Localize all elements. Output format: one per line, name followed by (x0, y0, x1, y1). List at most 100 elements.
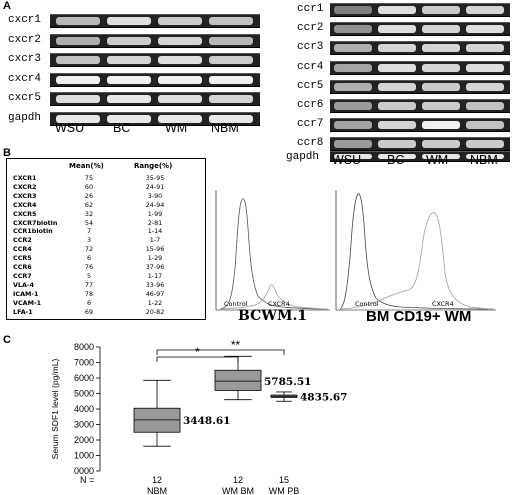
table-row-mean: 72 (84, 245, 94, 254)
gel-band (334, 25, 372, 34)
gel-band (466, 153, 504, 159)
table-row-mean: 77 (84, 280, 94, 289)
flow-left-title: BCWM.1 (238, 308, 308, 324)
gel-row-label: ccr1 (297, 3, 324, 15)
table-row-range: 2-81 (147, 218, 163, 227)
y-tick-label: 0000 (74, 466, 94, 476)
n-value: 12 (233, 475, 243, 485)
category-label: WM BM (222, 486, 254, 495)
table-row-marker: CXCR7biotin (13, 218, 58, 227)
table-row-range: 1-17 (147, 271, 163, 280)
gel-band (107, 75, 151, 84)
table-header-mean: Mean(%) (69, 162, 104, 170)
gel-band (378, 102, 416, 110)
gel-band (466, 25, 504, 34)
gel-band (158, 36, 202, 45)
table-row-mean: 78 (84, 289, 94, 298)
table-row-range: 15-96 (145, 245, 165, 254)
gel-strip (330, 3, 510, 17)
gel-band (378, 153, 416, 159)
gel-row-label: cxcr2 (8, 33, 42, 46)
table-row-mean: 5 (86, 271, 92, 280)
flow-left-cxcr4-label: CXCR4 (268, 300, 290, 308)
gel-strip (50, 111, 260, 126)
table-row-marker: CCR7 (13, 271, 32, 280)
gel-band (334, 102, 372, 110)
flow-cytometry-plots (215, 190, 496, 311)
gel-band (334, 121, 372, 130)
gel-strip (50, 33, 260, 48)
gel-band (209, 17, 253, 25)
table-row-marker: CCR1biotin (13, 227, 53, 236)
category-label: WM PB (269, 486, 300, 495)
gel-band (378, 6, 416, 14)
gel-row-label: gapdh (8, 111, 42, 124)
box-mean-label: 4835.67 (300, 391, 348, 403)
gel-strip (330, 79, 510, 94)
lane-label-nbm: NBM (211, 121, 239, 135)
gel-band (422, 44, 460, 53)
gel-band (158, 56, 202, 64)
table-row-marker: VLA-4 (13, 280, 35, 289)
table-row-marker: CCR6 (13, 263, 32, 271)
expression-table: Mean(%) Range(%) CXCR1 75 35-95 CXCR2 60 24-9… (6, 158, 206, 320)
table-row-marker: ICAM-1 (13, 289, 39, 298)
gel-row-label: cxcr5 (8, 92, 42, 104)
y-axis-label: Serum SDF1 level (pg/mL) (50, 359, 60, 460)
table-row-marker: CXCR1 (13, 174, 37, 182)
gel-band (56, 114, 100, 123)
gel-band (466, 63, 504, 72)
gel-strip (330, 60, 510, 75)
panel-b-letter: B (3, 147, 11, 159)
gel-band (422, 121, 460, 130)
lane-label-nbm-right: NBM (470, 153, 498, 167)
gel-band (158, 75, 202, 84)
gel-band (466, 44, 504, 53)
y-tick-label: 1000 (74, 451, 94, 461)
gel-band (422, 63, 460, 72)
gel-band (107, 95, 151, 103)
gel-row-label: ccr3 (297, 41, 324, 54)
lane-label-wsu-right: WSU (332, 153, 362, 167)
y-tick-label: 4000 (74, 404, 94, 414)
significance-mark: * (195, 345, 200, 359)
gel-band (466, 82, 504, 91)
table-row-mean: 69 (84, 307, 94, 316)
gel-band (209, 56, 253, 64)
gel-band (422, 82, 460, 91)
table-header-range: Range(%) (134, 162, 173, 170)
gel-band (209, 75, 253, 84)
table-row-range: 1-29 (147, 254, 163, 263)
flow-left-cxcr4-curve (219, 284, 329, 310)
gel-band (378, 82, 416, 91)
table-row-marker: VCAM-1 (13, 298, 42, 307)
table-row-mean: 54 (84, 218, 94, 227)
gel-band (422, 6, 460, 14)
table-row-range: 35-95 (145, 174, 165, 182)
y-tick-label: 5000 (74, 389, 94, 399)
table-row-mean: 75 (84, 174, 94, 182)
gel-band (56, 95, 100, 103)
right-gel-lane-labels: WSU BC WM NBM (0, 154, 520, 170)
flow-left-control-label: Control (224, 300, 248, 308)
table-row-mean: 62 (84, 200, 94, 209)
gel-band (378, 44, 416, 53)
gel-band (422, 153, 460, 159)
gel-band (107, 36, 151, 45)
gel-band (56, 17, 100, 25)
lane-label-bc: BC (113, 121, 131, 135)
gel-band (56, 36, 100, 45)
table-row-range: 20-82 (145, 307, 165, 316)
table-row-marker: CXCR3 (13, 191, 37, 200)
table-row-mean: 26 (84, 191, 94, 200)
gel-band (158, 114, 202, 123)
gel-row-label: cxcr3 (8, 53, 42, 65)
gel-band (107, 114, 151, 123)
gel-band (378, 140, 416, 149)
lane-label-wm-right: WM (426, 153, 449, 167)
gel-strip-gapdh (330, 150, 510, 162)
y-tick-label: 2000 (74, 435, 94, 445)
table-row-marker: CXCR2 (13, 182, 37, 191)
gel-band (209, 114, 253, 123)
gel-row-label: ccr2 (297, 22, 324, 35)
